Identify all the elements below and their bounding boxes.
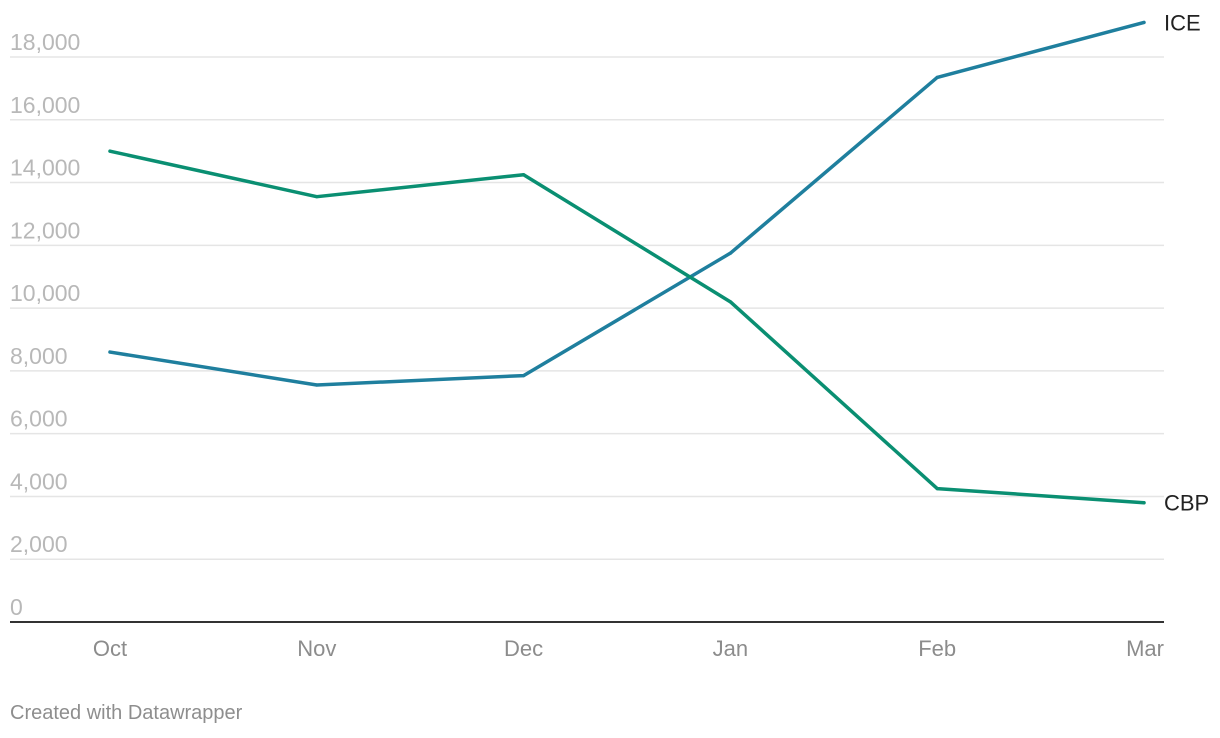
y-tick-label: 10,000 [10, 280, 80, 306]
series-line-ice [108, 20, 1146, 387]
y-tick-label: 0 [10, 594, 23, 620]
y-tick-label: 14,000 [10, 155, 80, 181]
data-point-ice [935, 75, 939, 80]
x-axis-tick-labels: Oct Nov Dec Jan Feb Mar [93, 636, 1164, 661]
gridlines [10, 56, 1164, 623]
x-tick-label: Feb [918, 636, 956, 661]
data-point-ice [315, 383, 319, 387]
data-point-cbp [935, 486, 939, 491]
y-tick-label: 6,000 [10, 406, 68, 432]
y-tick-label: 16,000 [10, 92, 80, 118]
x-tick-label: Oct [93, 636, 127, 661]
series-lines [108, 20, 1146, 505]
data-point-cbp [522, 173, 526, 177]
x-tick-label: Dec [504, 636, 543, 661]
series-line-cbp [108, 149, 1146, 505]
data-point-cbp [315, 195, 319, 199]
x-tick-label: Jan [713, 636, 748, 661]
y-tick-label: 18,000 [10, 29, 80, 55]
y-tick-label: 8,000 [10, 343, 68, 369]
y-axis-tick-labels: 0 2,000 4,000 6,000 8,000 10,000 12,000 14,000 1… [10, 29, 80, 620]
y-tick-label: 4,000 [10, 468, 68, 494]
data-point-cbp [1142, 501, 1146, 505]
credit-text: Created with Datawrapper [10, 702, 243, 724]
y-tick-label: 2,000 [10, 531, 68, 557]
data-point-cbp [108, 149, 112, 153]
data-point-ice [1142, 20, 1146, 25]
series-labels: ICE CBP [1164, 10, 1209, 515]
data-point-ice [522, 373, 526, 378]
series-label-cbp: CBP [1164, 491, 1209, 516]
x-tick-label: Nov [297, 636, 336, 661]
data-point-ice [108, 350, 112, 354]
y-tick-label: 12,000 [10, 217, 80, 243]
data-point-cbp [728, 300, 733, 304]
x-tick-label: Mar [1126, 636, 1164, 661]
series-label-ice: ICE [1164, 10, 1201, 35]
data-point-ice [728, 251, 733, 255]
